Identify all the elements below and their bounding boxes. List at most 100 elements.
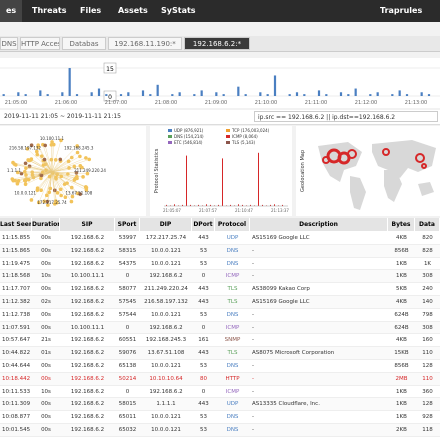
table-cell: 172.217.25.74 (145, 235, 187, 241)
table-cell: TLS (227, 350, 238, 357)
nav-item[interactable]: Assets (118, 6, 148, 15)
table-cell: 10:44.644 (2, 363, 30, 369)
tab[interactable]: Databas (62, 37, 106, 50)
query-input[interactable]: ip.src == 192.168.6.2 || ip.dst==192.168… (254, 111, 438, 122)
table-row[interactable]: 11:07.591 00s 10.100.11.1 0 192.168.6.2 0 ICMP… (0, 321, 440, 335)
top-nav: es Threats Files Assets SyStats Traprules (0, 0, 440, 22)
legend-label: ICMP (8,064) (232, 134, 258, 139)
timeline-bar (17, 92, 20, 96)
graph-node (43, 143, 48, 148)
protocol-bar (218, 204, 219, 206)
session-table: Last Seen Duration SIP SPort DIP DPort Protoco… (0, 218, 440, 440)
table-cell: DNS (226, 363, 239, 369)
column-header[interactable]: Bytes (388, 218, 415, 231)
table-row[interactable]: 11:17.707 00s 192.168.6.2 58077 211.249.220.… (0, 283, 440, 296)
table-cell: 53 (200, 427, 207, 433)
table-cell: 192.168.6.2 (149, 324, 183, 331)
legend-swatch (226, 141, 230, 144)
table-row[interactable]: 10:08.877 00s 192.168.6.2 65011 10.0.0.121 53… (0, 411, 440, 424)
tab[interactable]: 192.168.11.190:* (108, 37, 182, 50)
graph-node (58, 157, 63, 162)
graph-node (59, 138, 63, 143)
table-row[interactable]: 11:12.382 02s 192.168.6.2 57545 216.58.197.1… (0, 296, 440, 309)
protocol-bar (202, 205, 203, 206)
table-row[interactable]: 10:57.647 21s 192.168.6.2 60551 192.168.245.… (0, 334, 440, 348)
graph-node (58, 187, 63, 192)
column-header[interactable]: DIP (140, 218, 192, 231)
column-header[interactable]: Description (250, 218, 388, 231)
column-header[interactable]: DPort (192, 218, 215, 231)
table-row[interactable]: 10:44.644 00s 192.168.6.2 65138 10.0.0.121 53… (0, 360, 440, 373)
node-label: 172.217.25.74 (37, 200, 67, 205)
protocol-bar (182, 204, 183, 206)
tab[interactable]: HTTP Access (20, 37, 60, 50)
node-label: 13.67.51.108 (66, 191, 93, 196)
protocol-bar (230, 204, 231, 206)
table-cell: 128 (422, 363, 433, 369)
table-cell: 10s (41, 388, 51, 395)
table-row[interactable]: 11:19.475 00s 192.168.6.2 54375 10.0.0.121 53… (0, 257, 440, 271)
column-header[interactable]: Protocol (215, 218, 250, 231)
nav-item[interactable]: Files (80, 6, 102, 15)
table-cell: 192.168.6.2 (149, 273, 183, 280)
table-cell: 10.0.0.121 (151, 311, 181, 318)
table-row[interactable]: 10:01.545 00s 192.168.6.2 65032 10.0.0.121 53… (0, 424, 440, 437)
tab[interactable]: DNS (0, 37, 18, 50)
table-cell: 57545 (118, 299, 137, 305)
legend-swatch (168, 129, 172, 132)
table-row[interactable]: 11:15.865 00s 192.168.6.2 58315 10.0.0.121 53… (0, 244, 440, 258)
table-cell: 21s (41, 337, 51, 344)
table-row[interactable]: 11:12.738 00s 192.168.6.2 57544 10.0.0.121 53… (0, 308, 440, 322)
table-cell: 00s (41, 235, 51, 241)
nav-item[interactable]: Traprules (380, 6, 423, 15)
table-row[interactable]: 10:11.533 10s 192.168.6.2 0 192.168.6.2 0 ICMP… (0, 385, 440, 399)
timeline-bg (0, 58, 440, 108)
graph-edge (37, 171, 53, 189)
table-cell: 4KB (396, 235, 407, 241)
table-row[interactable]: 10:18.442 00s 192.168.6.2 50214 10.10.10.64 8… (0, 372, 440, 386)
column-header[interactable]: SPort (115, 218, 140, 231)
graph-node (48, 186, 53, 191)
timeline-bar (273, 75, 277, 96)
graph-node (39, 173, 44, 178)
nav-item[interactable]: es (0, 0, 23, 22)
graph-node (16, 170, 20, 175)
graph-node (23, 169, 27, 174)
tab[interactable]: 192.168.6.2:* (184, 37, 250, 50)
table-cell: 360 (422, 388, 433, 395)
table-cell: 10.0.0.121 (151, 247, 181, 254)
graph-node (49, 157, 54, 162)
x-tick-label: 21:07:57 (199, 208, 217, 213)
table-cell: 192.168.6.2 (70, 337, 105, 344)
table-cell: UDP (226, 235, 239, 241)
graph-edge (18, 171, 53, 181)
timeline-bar (2, 94, 5, 96)
axis-label: Protocol Statistics (154, 148, 160, 193)
axis-label: Geolocation Map (300, 150, 306, 192)
table-cell: 58315 (118, 247, 137, 254)
table-cell: 11:18.568 (2, 273, 30, 280)
table-cell: 1K (423, 260, 432, 267)
graph-node (36, 200, 41, 205)
table-row[interactable]: 10:44.822 01s 192.168.6.2 59076 13.67.51.108… (0, 347, 440, 360)
table-cell: 928 (422, 414, 433, 421)
nav-item[interactable]: SyStats (161, 6, 196, 15)
graph-node (59, 174, 64, 179)
table-cell: - (252, 260, 254, 267)
table-cell: 10:57.647 (2, 337, 30, 344)
graph-node (84, 156, 88, 160)
column-header[interactable]: Data (415, 218, 440, 231)
column-header[interactable]: Duration (32, 218, 60, 231)
protocol-bar (254, 205, 255, 206)
column-header[interactable]: SIP (60, 218, 115, 231)
column-header[interactable]: Last Seen (0, 218, 32, 231)
table-row[interactable]: 11:18.568 10s 10.100.11.1 0 192.168.6.2 0 ICMP… (0, 270, 440, 284)
graph-node (63, 195, 68, 200)
table-row[interactable]: 10:11.309 00s 192.168.6.2 58015 1.1.1.1 443 UD… (0, 398, 440, 412)
nav-item[interactable]: Threats (32, 6, 67, 15)
protocol-bar (226, 205, 227, 206)
table-row[interactable]: 11:15.855 00s 192.168.6.2 53997 172.217.25.7… (0, 232, 440, 245)
table-cell: 192.168.6.2 (70, 363, 105, 369)
table-cell: 02s (41, 299, 51, 305)
